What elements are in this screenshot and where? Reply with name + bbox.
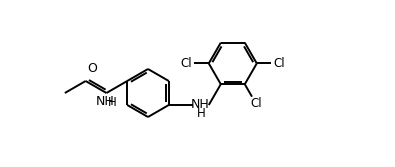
- Text: O: O: [87, 62, 97, 75]
- Text: H: H: [108, 96, 117, 109]
- Text: NH: NH: [190, 98, 209, 111]
- Text: Cl: Cl: [180, 57, 192, 70]
- Text: NH: NH: [96, 95, 115, 108]
- Text: H: H: [196, 107, 205, 120]
- Text: Cl: Cl: [274, 57, 286, 70]
- Text: Cl: Cl: [250, 98, 262, 110]
